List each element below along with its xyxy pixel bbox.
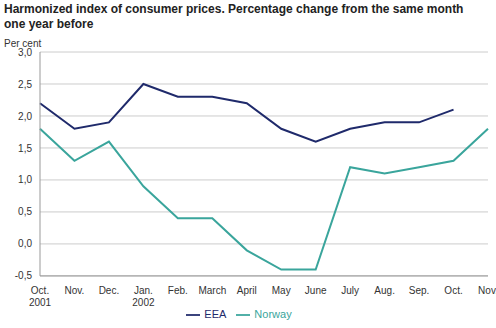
svg-text:Oct.2001: Oct.2001 bbox=[29, 285, 52, 308]
svg-text:-0,5: -0,5 bbox=[15, 270, 33, 281]
svg-text:Dec.: Dec. bbox=[99, 285, 120, 296]
svg-text:Nov.: Nov. bbox=[478, 285, 496, 296]
html-text:EEA: EEA bbox=[204, 307, 227, 320]
svg-text:Jan.2002: Jan.2002 bbox=[132, 285, 155, 308]
svg-text:March: March bbox=[198, 285, 226, 296]
svg-text:2,0: 2,0 bbox=[18, 111, 32, 122]
svg-text:May: May bbox=[272, 285, 291, 296]
svg-text:0,5: 0,5 bbox=[18, 206, 32, 217]
svg-text:2,5: 2,5 bbox=[18, 79, 32, 90]
svg-text:Sep.: Sep. bbox=[409, 285, 430, 296]
html-text:Per cent: Per cent bbox=[4, 38, 42, 49]
html-text:Norway: Norway bbox=[254, 307, 292, 320]
svg-text:Feb.: Feb. bbox=[168, 285, 188, 296]
html-text:Harmonized index of consumer p: Harmonized index of consumer prices. Per… bbox=[4, 2, 464, 31]
svg-text:April: April bbox=[237, 285, 257, 296]
svg-text:June: June bbox=[305, 285, 327, 296]
svg-text:July: July bbox=[341, 285, 359, 296]
svg-text:1,5: 1,5 bbox=[18, 143, 32, 154]
svg-text:Nov.: Nov. bbox=[65, 285, 85, 296]
svg-text:Aug.: Aug. bbox=[374, 285, 395, 296]
svg-text:Oct.: Oct. bbox=[444, 285, 462, 296]
svg-text:0,0: 0,0 bbox=[18, 238, 32, 249]
svg-text:1,0: 1,0 bbox=[18, 174, 32, 185]
svg-text:3,0: 3,0 bbox=[18, 47, 32, 58]
